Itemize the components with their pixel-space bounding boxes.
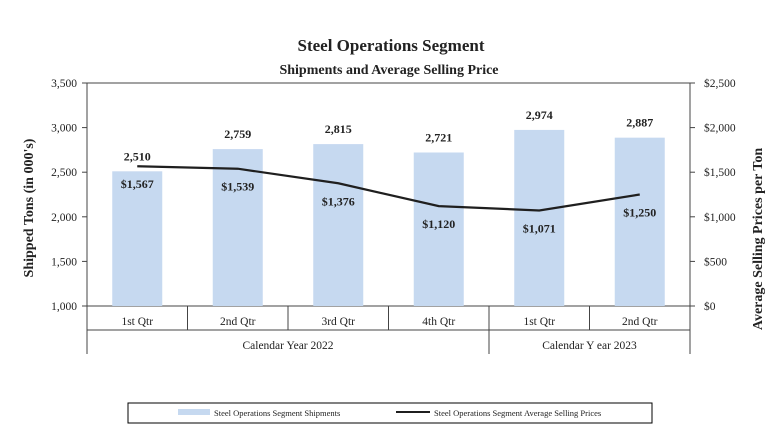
y-right-tick-label: $1,000 (704, 211, 736, 224)
y-axis-left-label: Shipped Tons (in 000's) (22, 138, 37, 277)
y-left-tick-label: 2,000 (51, 212, 77, 224)
bar-shipments (413, 152, 464, 306)
bar-data-label: 2,721 (425, 130, 452, 144)
y-right-tick-label: $2,500 (704, 77, 736, 90)
legend: Steel Operations Segment Shipments Steel… (127, 402, 653, 424)
y-left-tick-label: 1,500 (51, 256, 77, 268)
y-left-tick-label: 1,000 (51, 301, 77, 313)
x-group-label: Calendar Y ear 2023 (542, 340, 637, 352)
bar-data-label: 2,510 (124, 149, 151, 163)
bar-data-label: 2,759 (224, 127, 251, 141)
y-axis-right-label: Average Selling Prices per Ton (751, 148, 766, 330)
bar-data-label: 2,974 (526, 108, 553, 122)
bar-data-label: 2,887 (626, 116, 653, 130)
legend-frame (127, 402, 653, 424)
legend-swatch-shipments (178, 409, 210, 415)
y-right-tick-label: $0 (704, 300, 716, 313)
x-group-label: Calendar Year 2022 (242, 340, 333, 352)
y-left-tick-label: 2,500 (51, 167, 77, 179)
line-data-label: $1,539 (221, 180, 254, 194)
y-left-tick-label: 3,000 (51, 123, 77, 135)
bar-shipments (514, 129, 565, 306)
x-category-label: 1st Qtr (523, 316, 555, 328)
x-category-label: 1st Qtr (121, 316, 153, 328)
bar-data-label: 2,815 (325, 122, 352, 136)
chart-title: Steel Operations Segment (298, 36, 485, 55)
plot-area: 1,000 1,500 2,000 2,500 3,000 3,500 $0 $500 $1,0… (51, 77, 736, 354)
line-data-label: $1,567 (121, 177, 154, 191)
bar-shipments (614, 137, 665, 306)
bar-shipments (112, 171, 163, 306)
x-category-label: 4th Qtr (422, 316, 455, 328)
line-data-label: $1,376 (322, 194, 355, 208)
line-data-label: $1,250 (623, 206, 656, 220)
legend-label-prices: Steel Operations Segment Average Selling… (434, 408, 601, 418)
line-data-label: $1,120 (422, 217, 455, 231)
bar-shipments (313, 144, 364, 306)
y-right-tick-label: $500 (704, 255, 727, 268)
legend-label-shipments: Steel Operations Segment Shipments (214, 408, 340, 418)
y-right-tick-label: $1,500 (704, 166, 736, 179)
x-category-label: 3rd Qtr (321, 316, 355, 328)
chart-subtitle: Shipments and Average Selling Price (279, 63, 498, 78)
line-data-label: $1,071 (523, 221, 556, 235)
x-category-label: 2nd Qtr (622, 316, 658, 328)
y-right-tick-label: $2,000 (704, 122, 736, 135)
bar-shipments (212, 149, 263, 306)
y-left-tick-label: 3,500 (51, 78, 77, 90)
line-avg-selling-price (137, 165, 640, 212)
x-category-label: 2nd Qtr (220, 316, 256, 328)
